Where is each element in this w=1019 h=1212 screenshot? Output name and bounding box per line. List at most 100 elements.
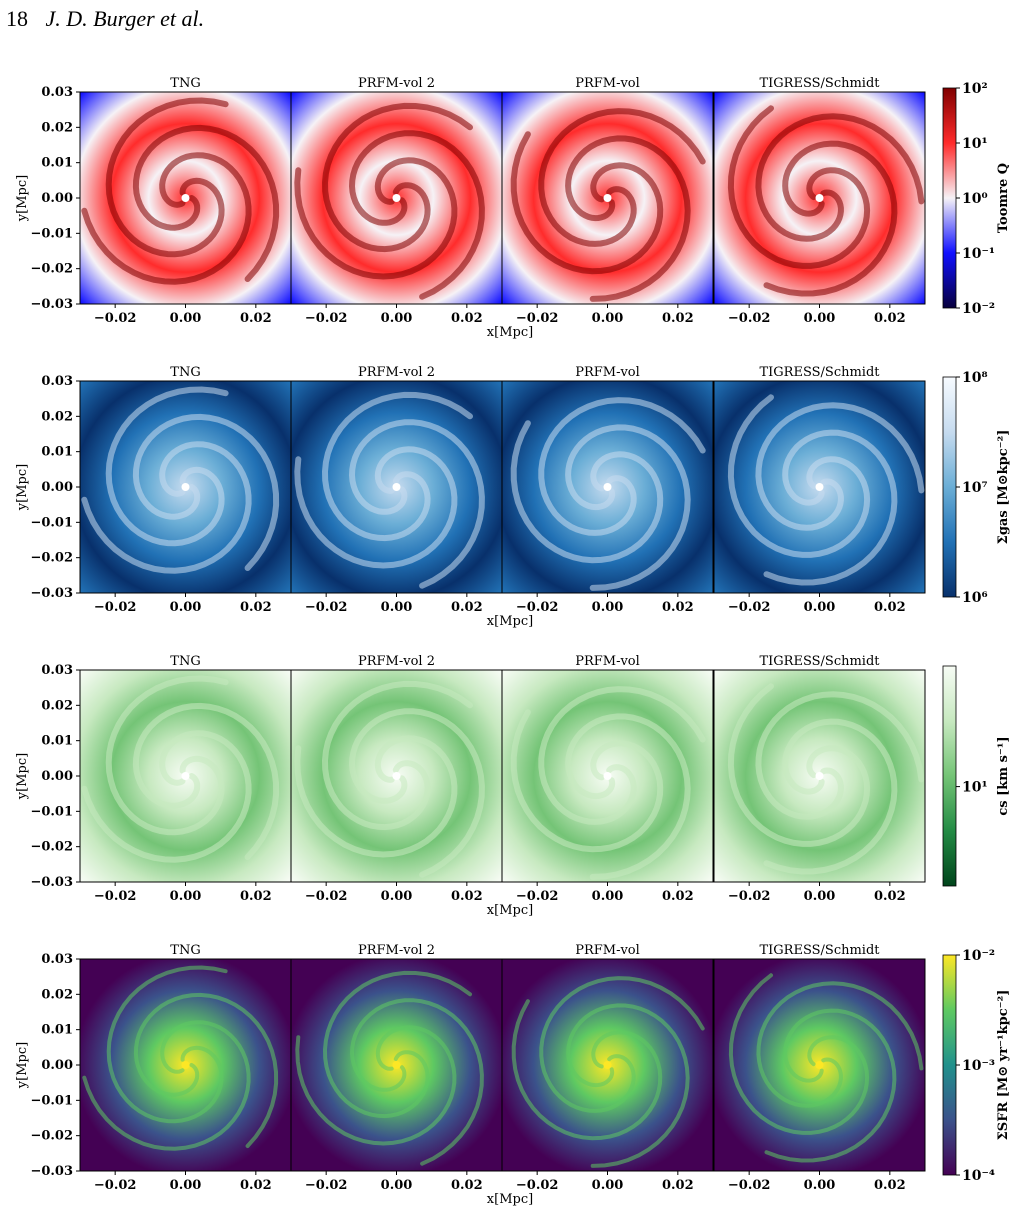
x-tick-label: 0.02 bbox=[451, 600, 483, 615]
y-tick-label: −0.03 bbox=[30, 297, 73, 312]
y-tick-label: −0.02 bbox=[30, 262, 73, 277]
map-panel bbox=[290, 91, 503, 305]
x-tick-label: 0.00 bbox=[592, 1178, 624, 1193]
y-tick-label: 0.00 bbox=[41, 1058, 73, 1073]
x-tick-label: −0.02 bbox=[516, 889, 559, 904]
map-panel bbox=[79, 91, 292, 305]
y-tick-label: 0.02 bbox=[41, 698, 73, 713]
colorbar-tick-label: 10⁰ bbox=[962, 191, 988, 207]
y-tick-label: −0.02 bbox=[30, 551, 73, 566]
panel-title: TIGRESS/Schmidt bbox=[759, 365, 880, 380]
y-axis-label: y[Mpc] bbox=[15, 753, 30, 800]
map-panel bbox=[501, 669, 714, 883]
panel-title: TIGRESS/Schmidt bbox=[759, 943, 880, 958]
colorbar-tick-label: 10² bbox=[962, 81, 988, 97]
x-tick-label: −0.02 bbox=[516, 311, 559, 326]
x-tick-label: 0.00 bbox=[804, 600, 836, 615]
x-tick-label: 0.00 bbox=[592, 600, 624, 615]
y-axis-label: y[Mpc] bbox=[15, 175, 30, 222]
panel-title: PRFM-vol bbox=[575, 943, 640, 958]
colorbar: 10⁻² 10⁻³ 10⁻⁴ ΣSFR [M⊙ yr⁻¹kpc⁻²] bbox=[942, 948, 1011, 1184]
x-tick-label: −0.02 bbox=[516, 1178, 559, 1193]
map-panel bbox=[713, 958, 926, 1172]
x-tick-label: −0.02 bbox=[516, 600, 559, 615]
x-tick-label: −0.02 bbox=[305, 889, 348, 904]
panel-title: TNG bbox=[170, 654, 200, 669]
y-tick-label: −0.01 bbox=[30, 515, 73, 530]
x-tick-label: 0.02 bbox=[662, 889, 694, 904]
x-tick-label: 0.00 bbox=[381, 1178, 413, 1193]
colorbar: 10¹ cs [km s⁻¹] bbox=[942, 665, 1011, 887]
x-tick-label: 0.00 bbox=[170, 311, 202, 326]
panel-title: TIGRESS/Schmidt bbox=[759, 76, 880, 91]
colorbar-label: cs [km s⁻¹] bbox=[996, 736, 1011, 815]
colorbar-label: Toomre Q bbox=[996, 163, 1011, 233]
x-tick-label: −0.02 bbox=[305, 311, 348, 326]
x-tick-label: 0.00 bbox=[170, 600, 202, 615]
panel-title: PRFM-vol bbox=[575, 654, 640, 669]
x-tick-label: 0.02 bbox=[874, 600, 906, 615]
panel-title: PRFM-vol 2 bbox=[358, 76, 435, 91]
running-head-authors: J. D. Burger et al. bbox=[45, 6, 205, 31]
y-tick-label: 0.01 bbox=[41, 1023, 73, 1038]
x-tick-label: 0.02 bbox=[240, 311, 272, 326]
y-axis-label: y[Mpc] bbox=[15, 1042, 30, 1089]
x-tick-label: 0.02 bbox=[240, 1178, 272, 1193]
y-axis-label: y[Mpc] bbox=[15, 464, 30, 511]
panel-title: TNG bbox=[170, 76, 200, 91]
colorbar-label: Σgas [M⊙kpc⁻²] bbox=[996, 430, 1011, 545]
x-tick-label: 0.00 bbox=[592, 889, 624, 904]
x-tick-label: 0.02 bbox=[240, 600, 272, 615]
x-tick-label: 0.02 bbox=[874, 1178, 906, 1193]
panel-title: TIGRESS/Schmidt bbox=[759, 654, 880, 669]
x-tick-label: 0.02 bbox=[662, 1178, 694, 1193]
x-tick-label: −0.02 bbox=[94, 311, 137, 326]
y-tick-label: −0.02 bbox=[30, 1129, 73, 1144]
panel-title: PRFM-vol 2 bbox=[358, 943, 435, 958]
y-tick-label: 0.02 bbox=[41, 120, 73, 135]
y-tick-label: 0.03 bbox=[41, 85, 73, 100]
x-tick-label: 0.02 bbox=[874, 311, 906, 326]
colorbar-tick-label: 10⁻³ bbox=[962, 1058, 995, 1074]
y-tick-label: −0.01 bbox=[30, 226, 73, 241]
panel-title: TNG bbox=[170, 943, 200, 958]
x-tick-label: −0.02 bbox=[94, 600, 137, 615]
y-tick-label: −0.03 bbox=[30, 875, 73, 890]
y-tick-label: 0.03 bbox=[41, 663, 73, 678]
y-tick-label: 0.02 bbox=[41, 409, 73, 424]
x-tick-label: 0.02 bbox=[451, 1178, 483, 1193]
map-panel bbox=[79, 958, 292, 1172]
y-tick-label: 0.00 bbox=[41, 769, 73, 784]
map-panel bbox=[79, 380, 292, 594]
x-tick-label: 0.00 bbox=[592, 311, 624, 326]
map-panel bbox=[713, 380, 926, 594]
map-panel bbox=[290, 669, 503, 883]
panel-title: TNG bbox=[170, 365, 200, 380]
x-axis-label: x[Mpc] bbox=[487, 1192, 533, 1207]
panel-title: PRFM-vol 2 bbox=[358, 654, 435, 669]
colorbar-tick-label: 10⁻⁴ bbox=[962, 1168, 995, 1184]
map-panel bbox=[501, 380, 714, 594]
x-tick-label: 0.00 bbox=[804, 1178, 836, 1193]
x-tick-label: 0.00 bbox=[170, 889, 202, 904]
map-panel bbox=[501, 958, 714, 1172]
x-tick-label: −0.02 bbox=[305, 1178, 348, 1193]
map-panel bbox=[713, 669, 926, 883]
x-tick-label: 0.00 bbox=[381, 889, 413, 904]
map-panel bbox=[290, 380, 503, 594]
y-tick-label: −0.03 bbox=[30, 586, 73, 601]
page-header: 18 J. D. Burger et al. bbox=[6, 6, 204, 32]
y-tick-label: 0.03 bbox=[41, 952, 73, 967]
colorbar: 10⁸ 10⁷ 10⁶ Σgas [M⊙kpc⁻²] bbox=[942, 370, 1011, 606]
colorbar-tick-label: 10⁸ bbox=[962, 370, 988, 386]
x-tick-label: −0.02 bbox=[728, 1178, 771, 1193]
y-tick-label: 0.01 bbox=[41, 445, 73, 460]
y-tick-label: 0.03 bbox=[41, 374, 73, 389]
colorbar-tick-label: 10¹ bbox=[962, 136, 988, 152]
colorbar-tick-label: 10⁶ bbox=[962, 590, 988, 606]
x-tick-label: −0.02 bbox=[305, 600, 348, 615]
map-panel bbox=[501, 91, 714, 305]
x-axis-label: x[Mpc] bbox=[487, 614, 533, 629]
x-tick-label: −0.02 bbox=[728, 889, 771, 904]
